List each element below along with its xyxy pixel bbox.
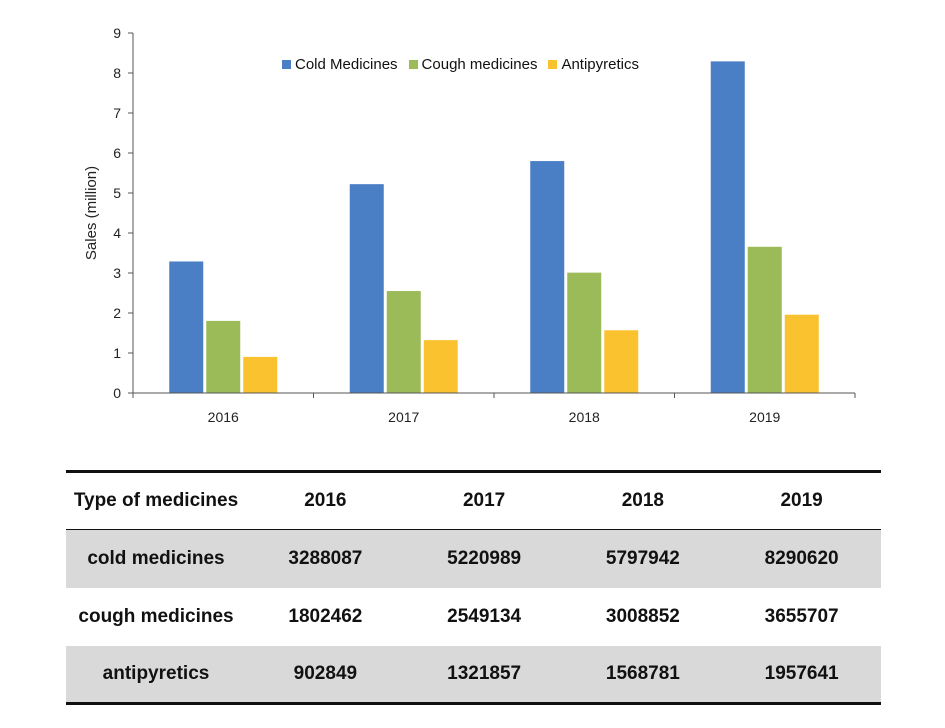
legend-swatch-cough-medicines — [408, 60, 418, 69]
table-row: cold medicines 3288087 5220989 5797942 8… — [66, 529, 881, 588]
table-cell: 3655707 — [764, 605, 839, 627]
table-cell: 8290620 — [764, 547, 839, 569]
x-tick-label: 2017 — [388, 409, 419, 425]
table-header-2017: 2017 — [404, 471, 564, 530]
table-cell: 2549134 — [447, 605, 522, 627]
table-row: antipyretics 902849 1321857 1568781 1957… — [66, 645, 881, 704]
y-tick-label: 1 — [113, 345, 121, 361]
bar-cold-medicines-2017 — [349, 184, 384, 393]
bar-cough-medicines-2019 — [747, 246, 782, 393]
bar-cold-medicines-2018 — [530, 161, 565, 393]
table-cell: 1802462 — [288, 605, 363, 627]
row-label: cold medicines — [87, 547, 225, 569]
table-cell: 3288087 — [288, 547, 363, 569]
bar-cough-medicines-2016 — [206, 320, 241, 393]
bar-antipyretics-2019 — [784, 314, 819, 393]
x-tick-label: 2019 — [749, 409, 780, 425]
x-tick-label: 2018 — [569, 409, 600, 425]
legend-label-cold-medicines: Cold Medicines — [295, 56, 398, 73]
table-cell: 1957641 — [764, 662, 839, 684]
y-tick-label: 6 — [113, 145, 121, 161]
y-tick-label: 4 — [113, 225, 121, 241]
table-cell: 5797942 — [605, 547, 680, 569]
table-cell: 902849 — [293, 662, 358, 684]
x-tick-label: 2016 — [208, 409, 239, 425]
row-label: cough medicines — [78, 605, 234, 627]
table-header-2018: 2018 — [563, 471, 723, 530]
bar-cold-medicines-2019 — [710, 61, 745, 394]
y-tick-label: 3 — [113, 265, 121, 281]
table-header-2016: 2016 — [246, 471, 405, 530]
bar-antipyretics-2018 — [604, 330, 639, 393]
table-cell: 1568781 — [605, 662, 680, 684]
legend-label-antipyretics: Antipyretics — [561, 56, 639, 73]
legend-label-cough-medicines: Cough medicines — [421, 56, 538, 73]
table-header-2019: 2019 — [722, 471, 881, 530]
table-cell: 1321857 — [447, 662, 522, 684]
sales-table: Type of medicines 2016 2017 2018 2019 co… — [66, 470, 881, 705]
legend-swatch-cold-medicines — [282, 60, 291, 69]
y-tick-label: 0 — [113, 385, 121, 401]
y-tick-label: 8 — [113, 65, 121, 81]
y-tick-label: 7 — [113, 105, 121, 121]
row-label: antipyretics — [102, 662, 210, 684]
bar-cough-medicines-2018 — [567, 272, 602, 393]
table-header-type: Type of medicines — [66, 471, 246, 530]
bar-antipyretics-2016 — [243, 356, 278, 393]
table-cell: 5220989 — [447, 547, 522, 569]
table-row: cough medicines 1802462 2549134 3008852 … — [66, 588, 881, 646]
bar-chart: 0 1 2 3 4 5 6 7 8 9 2016 2017 2018 2019 Sales (million… — [83, 25, 856, 425]
bar-cough-medicines-2017 — [386, 291, 421, 393]
bar-antipyretics-2017 — [423, 340, 458, 393]
y-tick-label: 5 — [113, 185, 121, 201]
legend-item-cold-medicines: Cold Medicines — [282, 56, 398, 73]
legend-swatch-antipyretics — [548, 60, 558, 69]
legend-item-antipyretics: Antipyretics — [548, 56, 639, 73]
table-header-row: Type of medicines 2016 2017 2018 2019 — [66, 471, 881, 530]
y-tick-label: 9 — [113, 25, 121, 41]
y-tick-label: 2 — [113, 305, 121, 321]
table-cell: 3008852 — [605, 605, 680, 627]
chart-legend: Cold Medicines Cough medicines Antipyret… — [282, 56, 650, 73]
legend-item-cough-medicines: Cough medicines — [408, 56, 538, 73]
y-axis-title: Sales (million) — [83, 166, 100, 260]
bar-cold-medicines-2016 — [169, 261, 204, 393]
